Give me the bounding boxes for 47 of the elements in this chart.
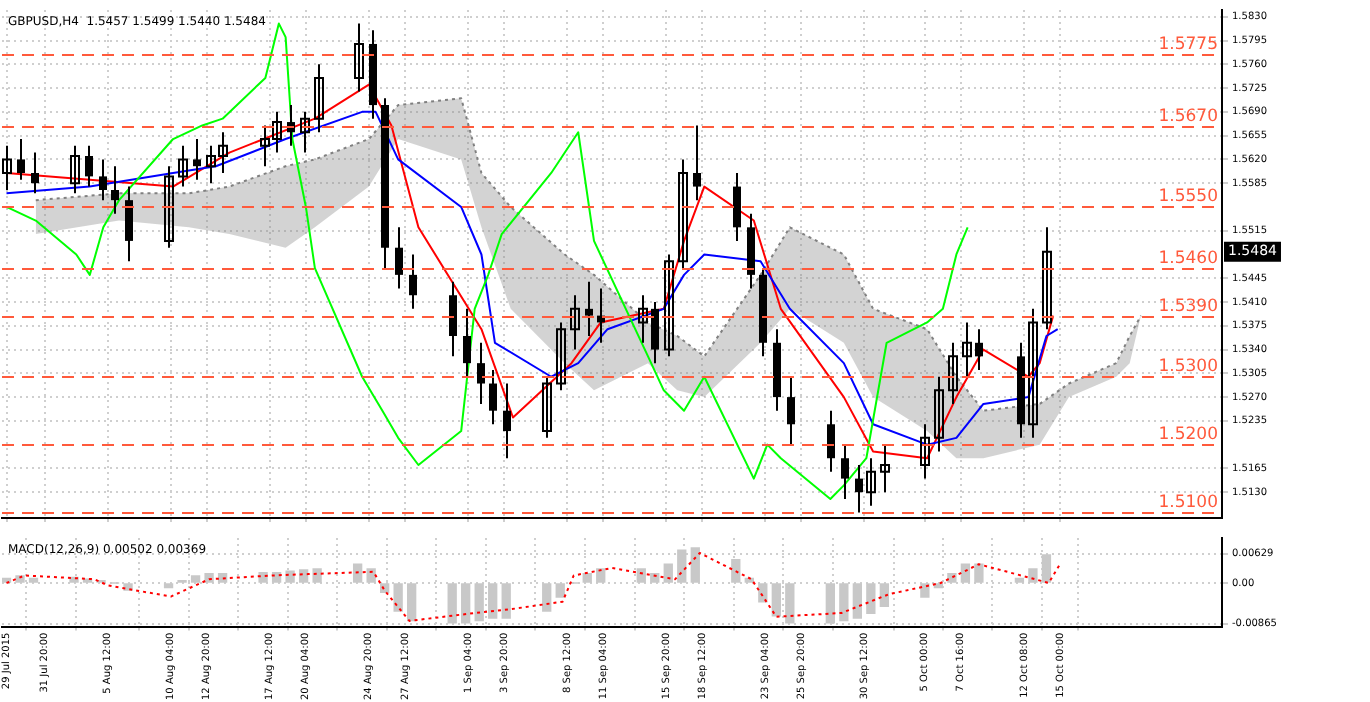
ref-line-label: 1.5200 bbox=[1158, 424, 1218, 445]
candlestick bbox=[948, 341, 958, 405]
candlestick bbox=[193, 138, 201, 181]
candlestick bbox=[300, 110, 310, 154]
candlestick bbox=[164, 165, 174, 249]
candlestick bbox=[477, 341, 485, 405]
candlestick bbox=[733, 172, 741, 242]
candlestick bbox=[664, 253, 674, 358]
candlestick bbox=[463, 307, 471, 378]
candlestick bbox=[556, 321, 566, 392]
candlestick bbox=[354, 22, 364, 93]
candlestick bbox=[125, 185, 133, 263]
ref-line-label: 1.5775 bbox=[1158, 34, 1218, 55]
candlestick bbox=[1042, 226, 1052, 331]
candlestick bbox=[693, 124, 701, 202]
candlestick bbox=[841, 443, 849, 500]
candlestick bbox=[827, 409, 835, 473]
candlestick bbox=[920, 423, 930, 480]
ref-line-label: 1.5460 bbox=[1158, 248, 1218, 269]
candlestick bbox=[570, 294, 580, 351]
ref-line-label: 1.5100 bbox=[1158, 492, 1218, 513]
candlestick bbox=[503, 382, 511, 460]
ref-line-label: 1.5550 bbox=[1158, 186, 1218, 207]
candlestick bbox=[542, 375, 552, 439]
line-series bbox=[5, 552, 1061, 622]
candlestick bbox=[787, 375, 795, 446]
candlestick bbox=[178, 144, 188, 188]
candlestick bbox=[409, 253, 417, 310]
candlestick bbox=[489, 368, 497, 426]
candlestick bbox=[934, 375, 944, 453]
ref-line-label: 1.5300 bbox=[1158, 356, 1218, 377]
candlestick bbox=[31, 151, 39, 195]
candlestick bbox=[111, 165, 119, 215]
candlestick bbox=[395, 226, 403, 290]
ref-line-label: 1.5390 bbox=[1158, 296, 1218, 317]
candlestick bbox=[17, 138, 25, 181]
candlestick bbox=[314, 63, 324, 134]
ref-line-label: 1.5670 bbox=[1158, 106, 1218, 127]
candlestick bbox=[880, 443, 890, 494]
candlestick bbox=[678, 158, 688, 270]
candlestick bbox=[585, 280, 593, 337]
candlestick bbox=[747, 212, 755, 290]
candlestick bbox=[70, 144, 80, 195]
candlestick bbox=[99, 158, 107, 202]
candlestick bbox=[85, 144, 93, 188]
candlestick bbox=[2, 144, 12, 191]
candlestick bbox=[449, 280, 457, 358]
